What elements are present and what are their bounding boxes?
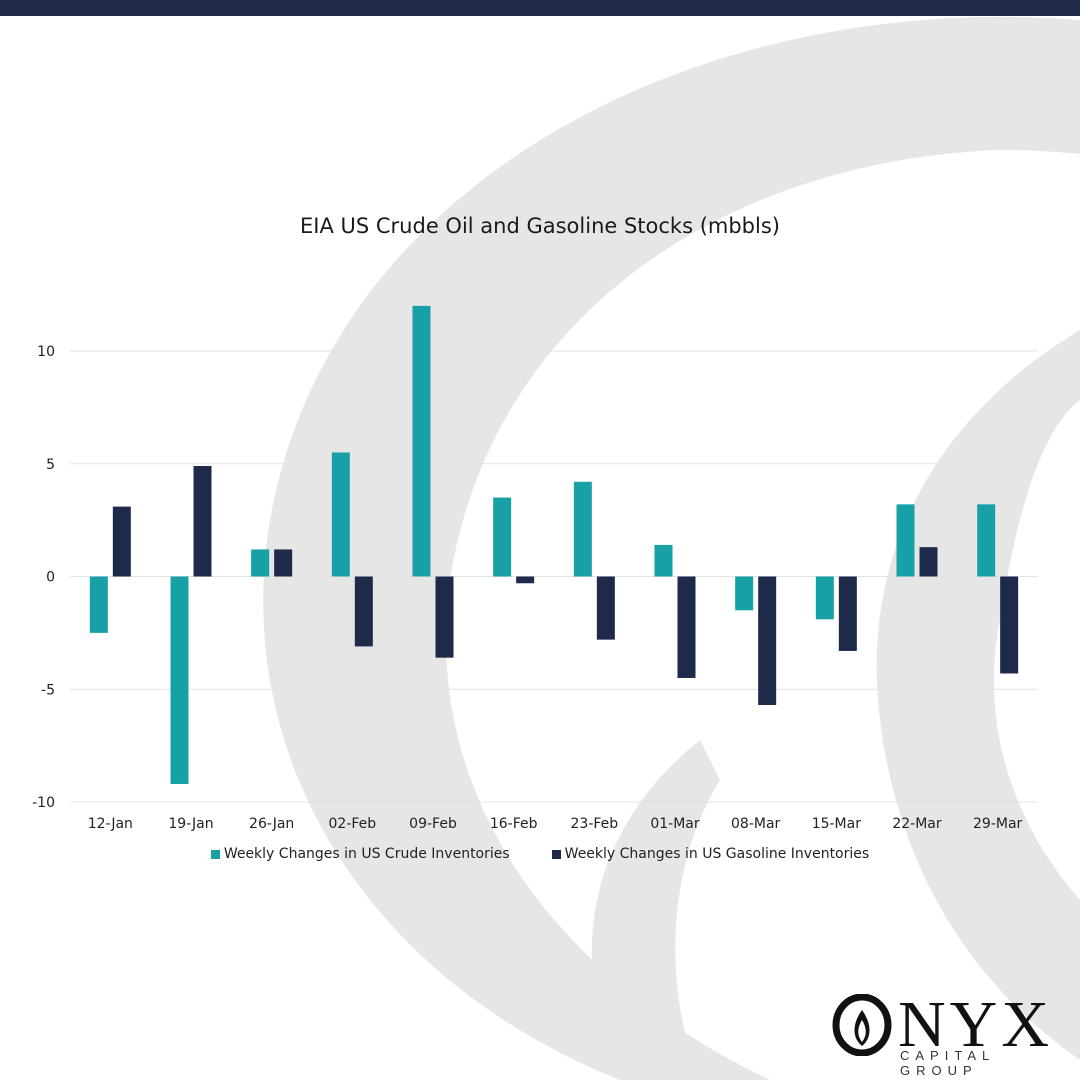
y-tick-label: -10 (32, 795, 55, 811)
x-tick-label: 02-Feb (329, 816, 377, 832)
bar-crude (654, 544, 673, 577)
bar-gasoline (838, 576, 857, 651)
legend-item-gasoline: Weekly Changes in US Gasoline Inventorie… (551, 846, 870, 862)
x-tick-label: 15-Mar (812, 816, 862, 832)
chart-title: EIA US Crude Oil and Gasoline Stocks (mb… (300, 214, 780, 238)
bar-gasoline (919, 547, 938, 577)
bar-gasoline (1000, 576, 1019, 674)
x-tick-label: 22-Mar (892, 816, 942, 832)
bar-gasoline (677, 576, 696, 678)
logo-subtitle: CAPITAL GROUP (900, 1048, 995, 1078)
y-tick-label: 5 (46, 457, 55, 473)
bar-gasoline (193, 466, 212, 577)
x-tick-label: 29-Mar (973, 816, 1023, 832)
bar-crude (573, 481, 592, 577)
bar-gasoline (435, 576, 454, 658)
bar-crude (89, 576, 108, 633)
y-tick-label: 10 (37, 344, 55, 360)
legend-swatch-gasoline (551, 849, 561, 859)
y-tick-label: -5 (41, 682, 55, 698)
legend-item-crude: Weekly Changes in US Crude Inventories (210, 846, 510, 862)
bar-crude (896, 504, 915, 577)
legend-label-crude: Weekly Changes in US Crude Inventories (223, 846, 510, 862)
x-tick-label: 12-Jan (88, 816, 133, 832)
legend-swatch-crude (210, 849, 220, 859)
bar-gasoline (516, 576, 535, 584)
x-tick-label: 01-Mar (650, 816, 700, 832)
bar-crude (815, 576, 834, 620)
x-tick-label: 09-Feb (409, 816, 457, 832)
x-tick-label: 08-Mar (731, 816, 781, 832)
bar-crude (493, 497, 512, 577)
bar-gasoline (596, 576, 615, 640)
bar-crude (735, 576, 754, 611)
legend-label-gasoline: Weekly Changes in US Gasoline Inventorie… (564, 846, 870, 862)
bar-gasoline (274, 549, 293, 577)
bar-gasoline (112, 506, 131, 577)
onyx-flame-o-icon (832, 994, 892, 1056)
bar-crude (977, 504, 996, 577)
bar-gasoline (354, 576, 373, 647)
bar-crude (412, 305, 431, 577)
x-tick-label: 16-Feb (490, 816, 538, 832)
y-tick-label: 0 (46, 570, 55, 586)
legend: Weekly Changes in US Crude Inventories W… (0, 846, 1080, 862)
bar-crude (251, 549, 270, 577)
top-bar (0, 0, 1080, 16)
x-tick-label: 23-Feb (571, 816, 619, 832)
x-tick-label: 19-Jan (168, 816, 213, 832)
bar-gasoline (758, 576, 777, 706)
onyx-logo: NYX CAPITAL GROUP (832, 988, 1072, 1078)
bar-crude (331, 452, 350, 577)
logo-word: NYX (898, 988, 1053, 1061)
x-tick-label: 26-Jan (249, 816, 294, 832)
bar-crude (170, 576, 189, 784)
